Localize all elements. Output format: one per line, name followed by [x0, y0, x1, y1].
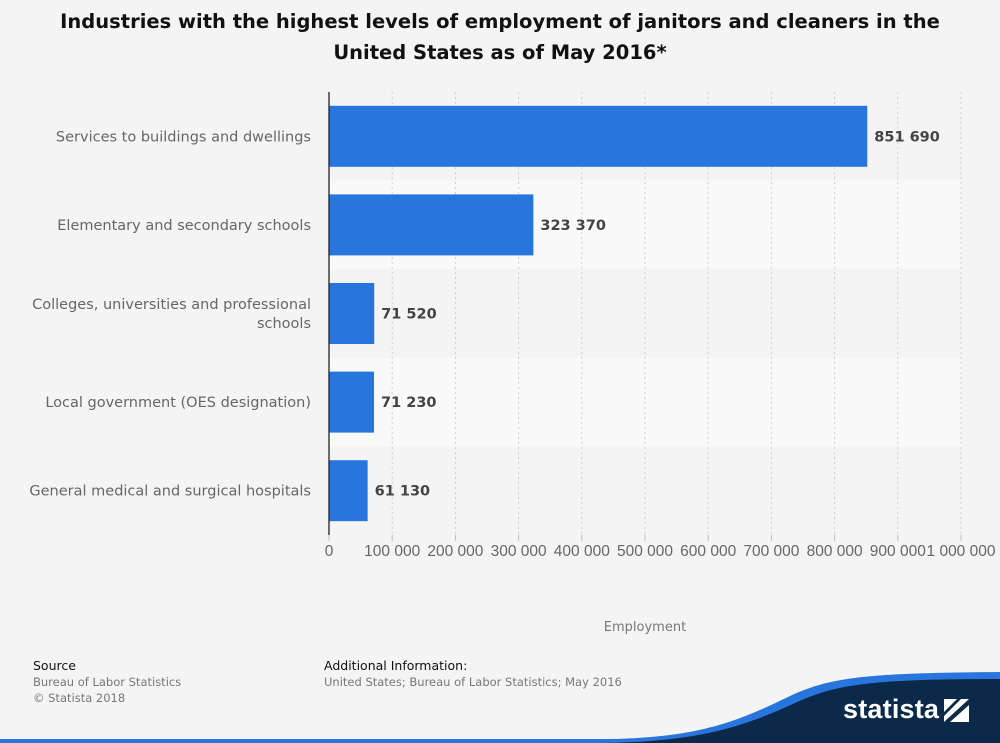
data-label: 61 130 — [375, 484, 431, 500]
data-label: 71 230 — [381, 395, 437, 411]
chart-title-line-1: Industries with the highest levels of em… — [60, 10, 940, 33]
x-tick-label: 500 000 — [617, 543, 673, 560]
data-label: 851 690 — [874, 129, 940, 145]
x-tick-label: 400 000 — [554, 543, 610, 560]
bar — [329, 460, 368, 522]
bar — [329, 194, 534, 256]
source-line-2: © Statista 2018 — [33, 691, 126, 705]
additional-info-heading: Additional Information: — [324, 658, 468, 673]
x-tick-label: 200 000 — [427, 543, 483, 560]
x-tick-label: 0 — [325, 543, 334, 560]
category-label: Services to buildings and dwellings — [56, 129, 311, 145]
source-text: Bureau of Labor Statistics © Statista 20… — [33, 674, 181, 706]
data-label: 323 370 — [540, 218, 606, 234]
x-tick-label: 900 000 — [870, 543, 926, 560]
bar — [329, 105, 868, 167]
category-label: General medical and surgical hospitals — [29, 484, 311, 500]
category-label: Local government (OES designation) — [45, 395, 311, 411]
category-label: Colleges, universities and professional — [32, 297, 311, 313]
chart-title: Industries with the highest levels of em… — [0, 6, 1000, 68]
x-tick-label: 700 000 — [743, 543, 799, 560]
bar — [329, 371, 375, 433]
bar — [329, 283, 375, 344]
x-tick-label: 600 000 — [680, 543, 736, 560]
data-label: 71 520 — [381, 307, 437, 323]
source-line-1: Bureau of Labor Statistics — [33, 675, 182, 689]
additional-info-text: United States; Bureau of Labor Statistic… — [324, 675, 622, 689]
x-axis-title: Employment — [604, 620, 686, 635]
x-tick-label: 100 000 — [364, 543, 420, 560]
source-heading: Source — [33, 658, 76, 673]
statista-logo[interactable]: statista — [843, 694, 940, 724]
x-tick-label: 1 000 000 — [927, 543, 996, 560]
chart-title-line-2: United States as of May 2016* — [333, 41, 667, 64]
x-tick-label: 300 000 — [491, 543, 547, 560]
category-label: Elementary and secondary schools — [57, 218, 311, 234]
category-label: schools — [257, 316, 311, 332]
x-tick-label: 800 000 — [807, 543, 863, 560]
